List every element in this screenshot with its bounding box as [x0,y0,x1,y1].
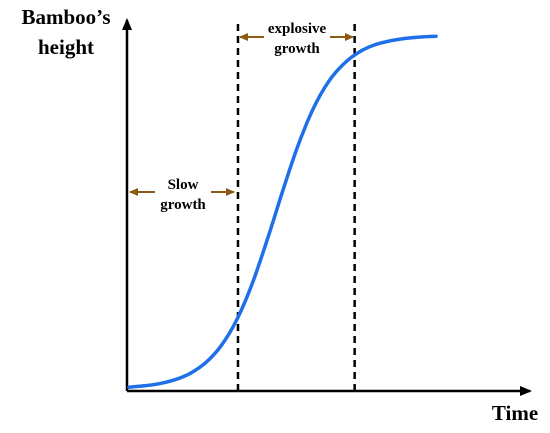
slow-growth-label-line-1: Slow [168,177,199,193]
growth-curve [127,34,438,389]
x-axis-label: Time [492,401,538,425]
explosive-growth-label-line-1: explosive [268,21,327,37]
slow-growth-label-line-2: growth [160,197,206,213]
explosive-growth-label-line-2: growth [274,41,320,57]
y-axis-label-line-2: height [38,35,94,59]
y-axis-label-line-1: Bamboo’s [21,5,110,29]
